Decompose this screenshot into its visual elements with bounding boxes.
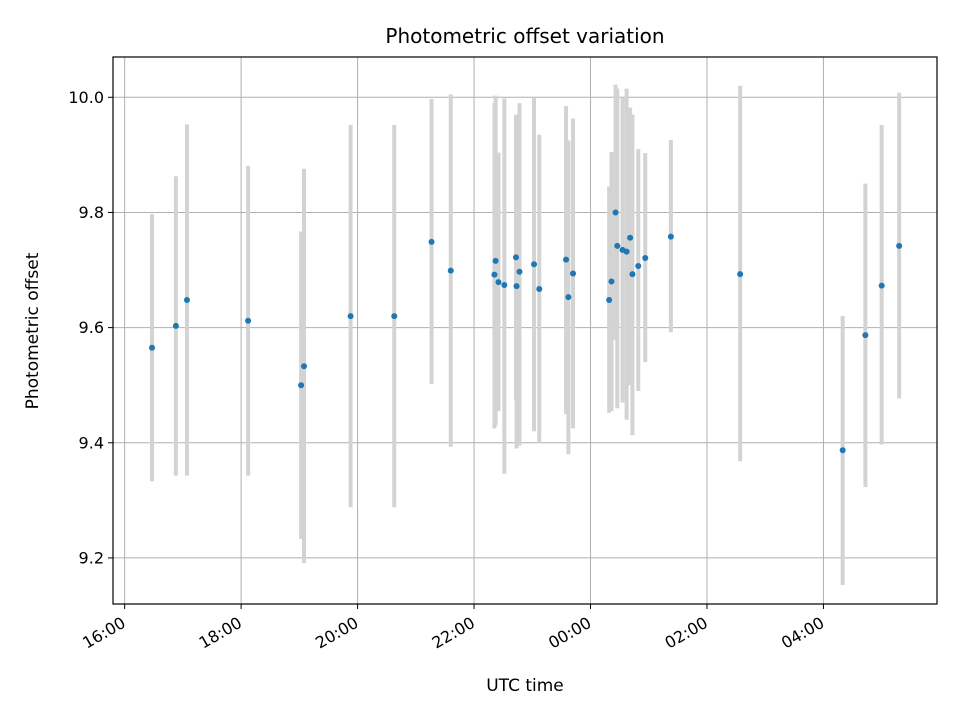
data-point — [491, 271, 498, 278]
data-point — [565, 294, 572, 301]
data-point — [516, 268, 523, 275]
y-tick-label: 10.0 — [68, 88, 104, 107]
data-point — [629, 271, 636, 278]
data-point — [563, 256, 570, 263]
data-point — [737, 271, 744, 278]
data-point — [347, 313, 354, 320]
data-point — [536, 286, 543, 293]
data-points — [149, 209, 903, 454]
data-point — [149, 344, 156, 351]
data-point — [642, 254, 649, 261]
data-point — [614, 242, 621, 249]
plot-frame — [112, 56, 938, 605]
data-point — [627, 234, 634, 241]
y-axis-title: Photometric offset — [23, 252, 43, 409]
data-point — [245, 317, 252, 324]
data-point — [301, 363, 308, 370]
data-point — [492, 257, 499, 264]
data-point — [531, 261, 538, 268]
data-point — [606, 296, 613, 303]
data-point — [513, 283, 520, 290]
data-point — [570, 270, 577, 277]
data-point — [512, 254, 519, 261]
data-point — [878, 282, 885, 289]
data-point — [635, 263, 642, 270]
data-point — [183, 296, 190, 303]
data-point — [612, 209, 619, 216]
grid-lines — [113, 57, 937, 604]
y-tick-label: 9.2 — [79, 548, 104, 567]
chart-title: Photometric offset variation — [385, 24, 664, 48]
data-point — [391, 313, 398, 320]
data-point — [298, 382, 305, 389]
y-tick-label: 9.8 — [79, 203, 104, 222]
data-point — [896, 242, 903, 249]
y-tick-label: 9.6 — [79, 318, 104, 337]
data-point — [667, 233, 674, 240]
data-point — [862, 332, 869, 339]
data-point — [495, 279, 502, 286]
y-axis-ticks: 9.2 9.4 9.6 9.8 10.0 — [68, 88, 113, 567]
data-point — [447, 267, 454, 274]
data-point — [608, 278, 615, 285]
data-point — [428, 238, 435, 245]
data-point — [501, 282, 508, 289]
data-point — [839, 447, 846, 454]
data-point — [623, 248, 630, 255]
data-point — [172, 322, 179, 329]
x-axis-title: UTC time — [486, 676, 564, 696]
y-tick-label: 9.4 — [79, 433, 104, 452]
